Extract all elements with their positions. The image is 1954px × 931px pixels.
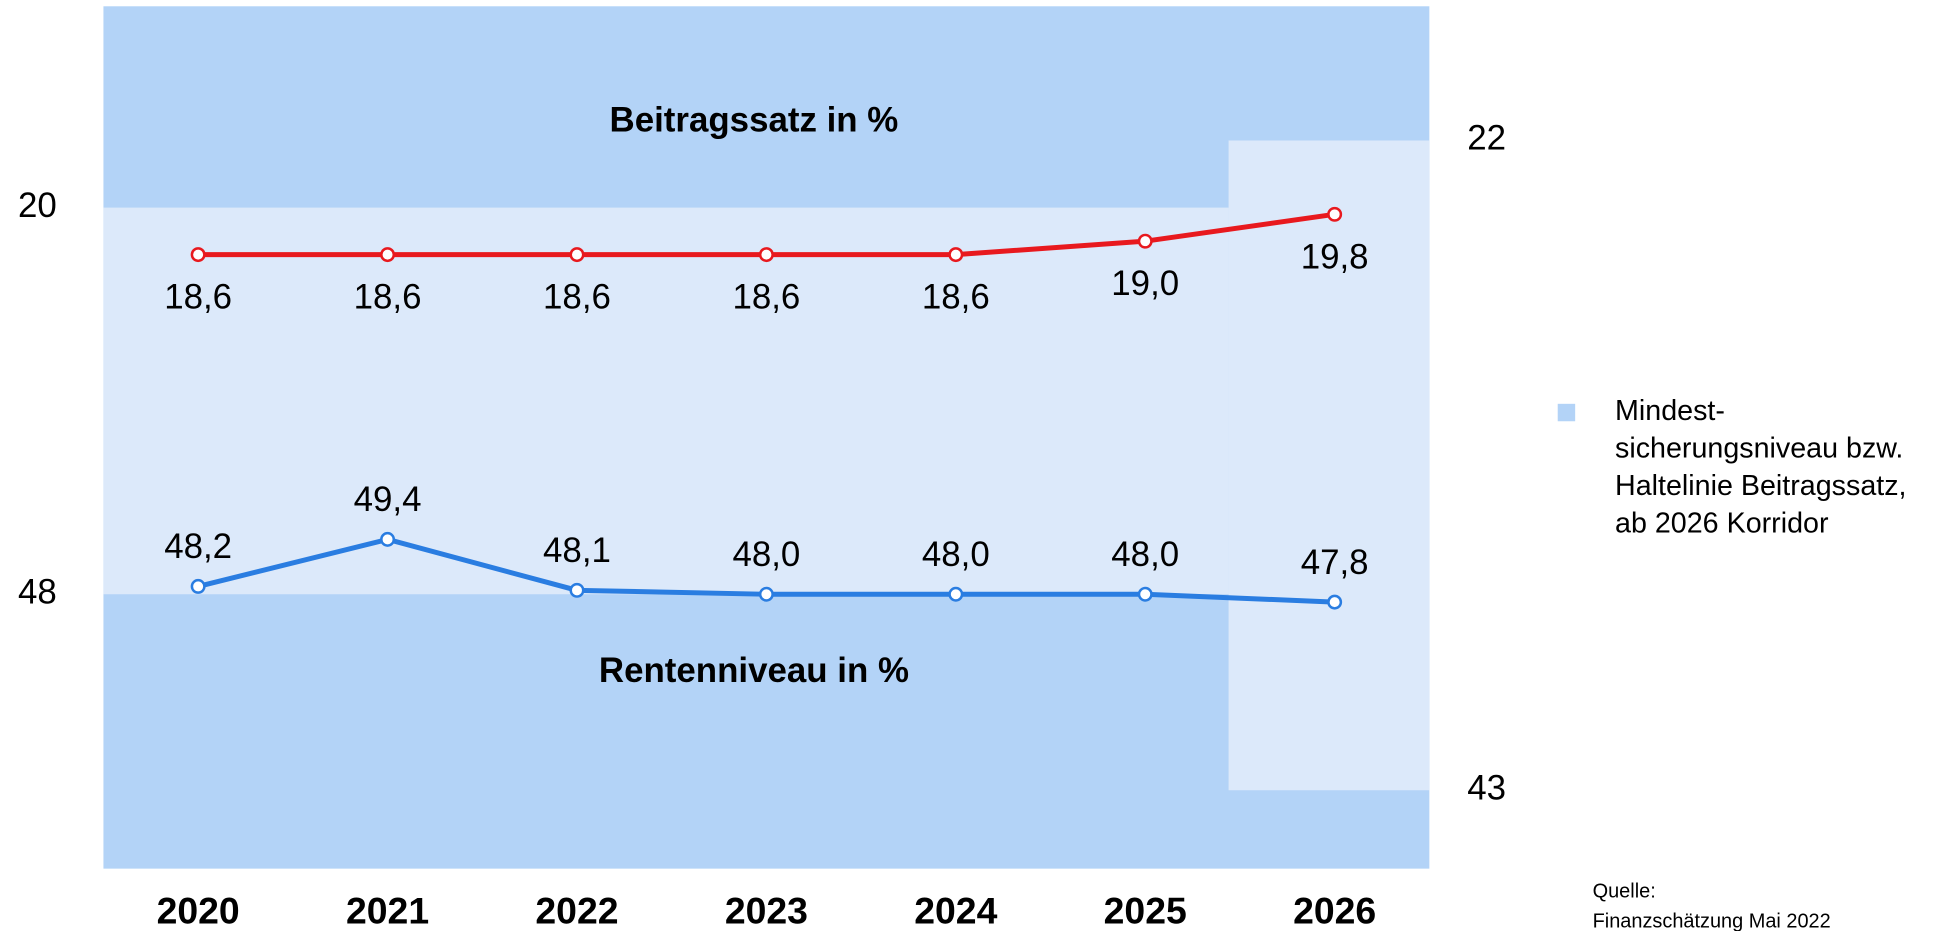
marker	[758, 586, 774, 602]
data-label: 47,8	[1301, 543, 1369, 582]
marker	[380, 531, 396, 547]
data-label: 18,6	[922, 278, 990, 317]
data-label: 19,8	[1301, 237, 1369, 276]
marker	[1137, 586, 1153, 602]
y-tick-label: 20	[18, 186, 57, 225]
corridor	[103, 207, 1229, 595]
x-tick-label: 2020	[157, 889, 240, 931]
x-tick-label: 2026	[1293, 889, 1376, 931]
legend-label: Haltelinie Beitragssatz,	[1615, 470, 1906, 502]
y-tick-label: 48	[18, 572, 57, 611]
source-note: Quelle:	[1593, 881, 1656, 903]
marker	[569, 247, 585, 263]
marker	[569, 582, 585, 598]
data-label: 18,6	[354, 278, 422, 317]
data-label: 48,0	[1111, 535, 1179, 574]
marker	[190, 578, 206, 594]
series-title: Rentenniveau in %	[599, 651, 909, 690]
marker	[758, 247, 774, 263]
marker	[1137, 233, 1153, 249]
marker	[1327, 206, 1343, 222]
legend-label: ab 2026 Korridor	[1615, 507, 1829, 539]
marker	[380, 247, 396, 263]
data-label: 48,0	[922, 535, 990, 574]
legend-label: sicherungsniveau bzw.	[1615, 433, 1903, 465]
data-label: 49,4	[354, 480, 422, 519]
data-label: 48,1	[543, 531, 611, 570]
data-label: 18,6	[164, 278, 232, 317]
marker	[948, 586, 964, 602]
y-tick-label: 22	[1467, 119, 1506, 158]
marker	[948, 247, 964, 263]
y-tick-label: 43	[1467, 768, 1506, 807]
marker	[1327, 594, 1343, 610]
x-tick-label: 2021	[346, 889, 429, 931]
x-tick-label: 2024	[914, 889, 997, 931]
legend-swatch	[1557, 403, 1576, 422]
data-label: 19,0	[1111, 264, 1179, 303]
data-label: 48,2	[164, 527, 232, 566]
data-label: 48,0	[732, 535, 800, 574]
x-tick-label: 2025	[1104, 889, 1187, 931]
data-label: 18,6	[732, 278, 800, 317]
source-note: Finanzschätzung Mai 2022	[1593, 910, 1831, 931]
x-tick-label: 2022	[535, 889, 618, 931]
series-title: Beitragssatz in %	[610, 100, 899, 139]
x-tick-label: 2023	[725, 889, 808, 931]
marker	[190, 247, 206, 263]
legend-label: Mindest-	[1615, 395, 1725, 427]
data-label: 18,6	[543, 278, 611, 317]
corridor	[1228, 140, 1430, 791]
